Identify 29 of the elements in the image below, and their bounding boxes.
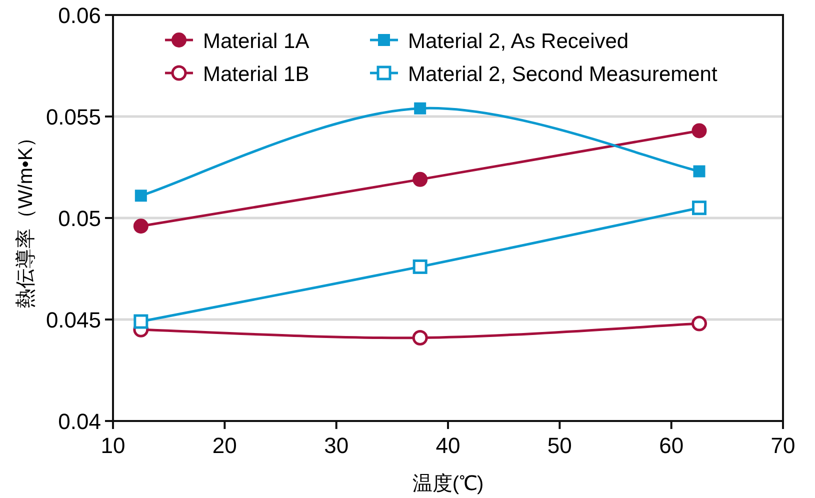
x-tick-label: 30 xyxy=(324,433,349,458)
legend-label: Material 1A xyxy=(203,30,310,53)
x-tick-label: 20 xyxy=(212,433,237,458)
point xyxy=(412,330,428,346)
x-axis-title: 温度(℃) xyxy=(412,473,484,495)
point xyxy=(693,165,706,178)
point xyxy=(414,102,426,114)
point xyxy=(692,200,706,216)
x-tick-label: 50 xyxy=(547,433,572,458)
x-tick-label: 70 xyxy=(770,433,796,458)
y-tick-label: 0.055 xyxy=(46,104,101,130)
legend-label: Material 2, As Received xyxy=(408,30,629,53)
point xyxy=(692,316,707,332)
point xyxy=(134,190,147,202)
y-axis-title: 熱伝導率（W/m•K） xyxy=(15,127,37,309)
y-tick-label: 0.04 xyxy=(58,409,101,434)
point xyxy=(134,314,148,329)
x-tick-label: 10 xyxy=(100,433,126,458)
point xyxy=(133,218,148,234)
y-tick-label: 0.045 xyxy=(46,308,101,332)
point xyxy=(412,259,428,274)
legend-label: Material 2, Second Measurement xyxy=(408,63,718,86)
x-tick-label: 60 xyxy=(659,433,684,458)
x-tick-label: 40 xyxy=(436,433,460,458)
point xyxy=(692,123,707,138)
y-tick-label: 0.06 xyxy=(58,3,101,28)
y-tick-label: 0.05 xyxy=(58,206,101,231)
point xyxy=(412,172,428,187)
legend-label: Material 1B xyxy=(203,63,310,86)
